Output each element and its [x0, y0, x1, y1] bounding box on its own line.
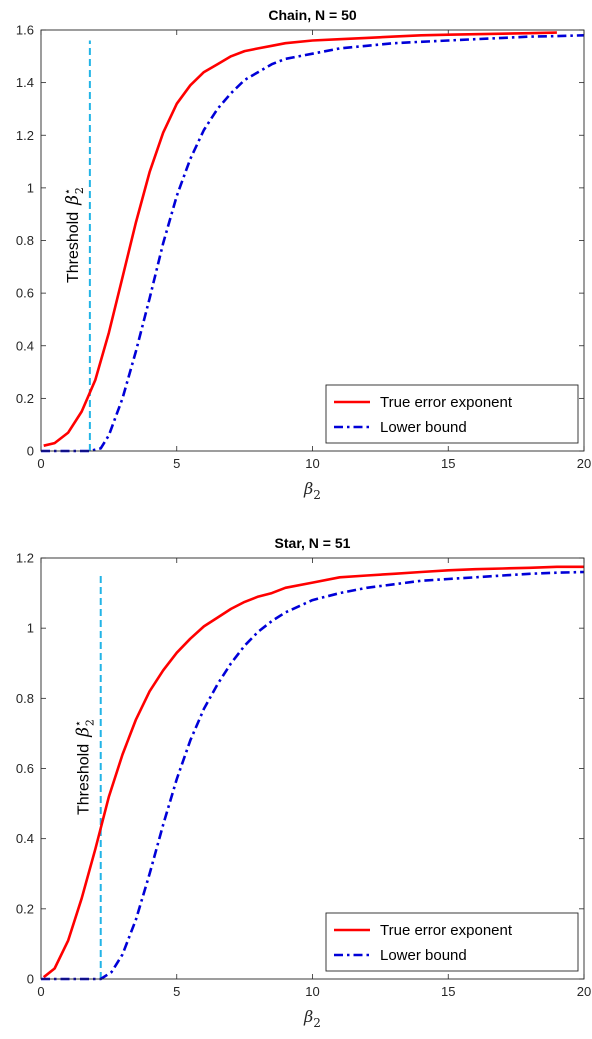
legend-box	[325, 384, 579, 444]
x-tick-label: 0	[37, 984, 44, 999]
y-tick-label: 0.6	[16, 761, 34, 776]
x-axis-label-symbol: β	[303, 479, 313, 498]
x-tick-label: 5	[173, 984, 180, 999]
x-axis-label-subscript: 2	[313, 488, 321, 502]
y-tick-label: 1.2	[16, 551, 34, 566]
legend: True error exponent Lower bound	[325, 912, 579, 972]
x-tick-label: 5	[173, 456, 180, 471]
x-tick-label: 20	[577, 456, 591, 471]
y-tick-label: 0.8	[16, 233, 34, 248]
y-tick-label: 0	[27, 444, 34, 459]
chart-title: Star, N = 51	[275, 535, 351, 551]
chart-title: Chain, N = 50	[268, 7, 357, 23]
x-axis-label: β2	[303, 479, 321, 502]
threshold-annotation-subscript: 2	[84, 719, 97, 726]
legend-entry-label: True error exponent	[380, 922, 513, 939]
threshold-annotation: Threshold β⋆2	[72, 719, 97, 815]
x-tick-label: 0	[37, 456, 44, 471]
series-line-lower-bound	[41, 34, 585, 453]
legend-entry-label: Lower bound	[380, 947, 467, 964]
y-tick-label: 1.2	[16, 128, 34, 143]
y-tick-label: 1	[27, 180, 34, 195]
legend-entry-label: Lower bound	[380, 419, 467, 436]
x-tick-label: 15	[441, 456, 455, 471]
x-axis-label-subscript: 2	[313, 1016, 321, 1030]
threshold-annotation-subscript: 2	[73, 187, 86, 194]
plot-area	[41, 558, 584, 979]
y-tick-label: 1.6	[16, 23, 34, 38]
threshold-annotation-superscript: ⋆	[72, 720, 85, 727]
legend: True error exponent Lower bound	[325, 384, 579, 444]
series-line-true-error-exponent	[43, 31, 557, 447]
threshold-annotation-label: Threshold	[65, 212, 82, 283]
x-axis-label-symbol: β	[303, 1007, 313, 1026]
y-tick-label: 0.2	[16, 391, 34, 406]
chart-panel-chain: Chain, N = 50 0 5 10 15 20 0 0.2 0.4 0.6 0.8 1 1.2 1.…	[16, 7, 591, 502]
x-axis-label: β2	[303, 1007, 321, 1030]
threshold-annotation-superscript: ⋆	[61, 188, 74, 195]
x-tick-label: 10	[305, 456, 319, 471]
chart-panel-star: Star, N = 510 5 10 15 2000.20.40.60.811.2β2T…	[16, 535, 591, 1030]
axes-box	[40, 29, 585, 452]
series-line-lower-bound	[41, 570, 585, 981]
x-tick-label: 15	[441, 984, 455, 999]
threshold-annotation-label: Threshold	[76, 744, 93, 815]
threshold-annotation: Threshold β⋆2	[61, 187, 86, 283]
legend-box	[325, 912, 579, 972]
y-tick-label: 0.4	[16, 831, 34, 846]
y-tick-label: 0.6	[16, 286, 34, 301]
y-tick-label: 1	[27, 621, 34, 636]
series-line-true-error-exponent	[42, 565, 584, 979]
y-tick-label: 0.4	[16, 338, 34, 353]
x-tick-label: 20	[577, 984, 591, 999]
y-tick-label: 0	[27, 972, 34, 987]
y-tick-label: 1.4	[16, 75, 34, 90]
y-tick-label: 0.2	[16, 901, 34, 916]
threshold-annotation-symbol: β	[63, 195, 83, 206]
x-tick-label: 10	[305, 984, 319, 999]
axes-box	[40, 557, 585, 980]
legend-entry-label: True error exponent	[380, 394, 513, 411]
threshold-annotation-symbol: β	[74, 727, 94, 738]
y-tick-label: 0.8	[16, 691, 34, 706]
